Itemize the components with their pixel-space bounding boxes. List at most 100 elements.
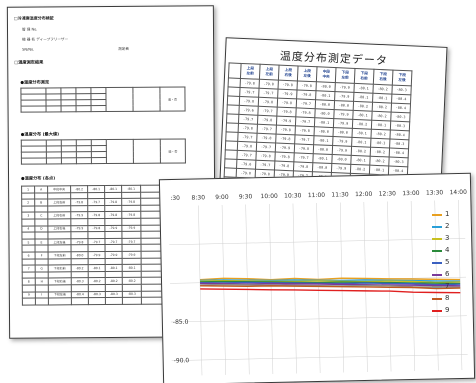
legend-item: 8: [432, 294, 476, 304]
table-cell: [71, 297, 89, 305]
table-column-header: 下段 左前: [335, 67, 355, 84]
table-cell: [35, 298, 49, 305]
legend-item: 7: [432, 282, 476, 292]
x-tick-label: 13:30: [426, 189, 444, 196]
legend-label: 7: [445, 282, 450, 290]
table-column-header: 中段 中央: [316, 66, 337, 83]
legend-label: 9: [445, 306, 450, 314]
legend-item: 4: [432, 246, 476, 256]
chart-gridline: [198, 205, 203, 376]
table-corner-cell: [228, 62, 242, 79]
chart-gridline: [292, 203, 297, 374]
table-column-header: 上段 右後: [278, 65, 299, 81]
series-line-1: [199, 277, 461, 281]
section-2-judge: 適・否: [160, 138, 186, 164]
table-cell: [22, 298, 36, 305]
x-tick-label: 9:30: [239, 193, 253, 200]
legend-item: 5: [432, 258, 476, 268]
chart-gridline: [269, 203, 274, 374]
series-line-2: [199, 279, 461, 282]
legend-swatch: [432, 238, 442, 240]
legend-label: 1: [445, 210, 450, 218]
legend-item: 1: [432, 210, 476, 220]
legend-item: 9: [432, 306, 476, 316]
doc-header-line: SN/No.: [22, 47, 35, 52]
distribution-table: 1 A 中段中央 -80.2 -80.1 -80.1 -80.1 2 B 上段左前 -79.8 -79…: [21, 185, 163, 306]
doc-header-line: □冷凍庫温度分布検証: [13, 15, 54, 21]
doc-section-heading: □温度測定結果: [14, 59, 44, 65]
series-line-4: [200, 280, 461, 285]
legend-swatch: [432, 262, 442, 264]
series-line-8: [200, 285, 461, 290]
x-tick-label: 12:00: [355, 191, 373, 198]
table-column-header: 下段 右前: [354, 68, 374, 85]
x-tick-label: 14:00: [450, 189, 468, 196]
section-2-table: 適・否: [21, 138, 186, 165]
legend-swatch: [432, 310, 442, 312]
chart-gridline: [458, 200, 463, 370]
doc-header-line: 管 理 No.: [21, 27, 38, 32]
chart-gridline: [339, 202, 345, 373]
table-cell: [48, 297, 72, 305]
legend-label: 5: [445, 258, 450, 266]
doc-section-2: ●温度分布 (最大値): [20, 131, 60, 137]
legend-label: 6: [445, 270, 450, 278]
temperature-line-chart: :30 8:30 9:00 9:30 10:00 10:30 11:00 11:30 12:00…: [169, 189, 468, 376]
section-1-judge: 適・否: [159, 86, 186, 112]
x-tick-label: 8:30: [191, 194, 205, 201]
y-tick-label: -85.0: [173, 319, 189, 326]
series-line-3: [200, 279, 461, 284]
x-tick-label: 11:30: [331, 191, 349, 198]
legend-label: 3: [445, 234, 450, 242]
legend-item: 6: [432, 270, 476, 280]
doc-measurer-label: 測定者: [118, 46, 129, 51]
legend-item: 3: [432, 234, 476, 244]
legend-swatch: [432, 214, 442, 216]
doc-section-3: ●温度分布 (各点): [21, 175, 56, 181]
chart-gridline: [171, 354, 468, 361]
chart-gridline: [387, 201, 392, 372]
table-row-header: [225, 131, 239, 142]
chart-gridline: [169, 238, 466, 245]
legend-label: 2: [445, 222, 450, 230]
legend-swatch: [432, 250, 442, 252]
table-column-header: 上段 左前: [240, 63, 261, 80]
legend-swatch: [432, 226, 442, 228]
doc-section-1: ●温度分布測定: [20, 79, 50, 85]
legend-label: 4: [445, 246, 450, 254]
table-cell: [88, 297, 106, 305]
chart-gridline: [170, 315, 467, 323]
chart-gridline: [410, 201, 415, 371]
y-tick-label: -90.0: [174, 357, 190, 364]
table-column-header: 上段 左後: [297, 65, 318, 82]
legend-swatch: [432, 286, 442, 288]
table-column-header: 下段 右後: [373, 69, 393, 86]
series-line-7: [200, 283, 461, 289]
x-tick-label: 12:30: [379, 190, 397, 197]
legend-swatch: [432, 298, 442, 300]
legend-label: 8: [445, 294, 450, 302]
section-1-table: 適・否: [20, 86, 186, 113]
table-row: [22, 297, 163, 305]
series-line-6: [200, 282, 461, 287]
table-column-header: 上段 左前: [259, 64, 280, 81]
chart-sheet: :30 8:30 9:00 9:30 10:00 10:30 11:00 11:30 12:00…: [158, 172, 476, 383]
legend-swatch: [432, 274, 442, 276]
x-tick-label: :30: [170, 195, 180, 202]
table-column-header: 下段 左後: [392, 70, 412, 86]
table-cell: [105, 297, 123, 305]
x-tick-label: 10:30: [284, 192, 302, 199]
x-tick-label: 11:00: [308, 192, 326, 199]
x-tick-label: 10:00: [260, 193, 278, 200]
table-cell: [122, 297, 142, 305]
doc-header-line: 機 器 名 ディープフリーザー: [22, 37, 69, 42]
series-line-9: [200, 288, 461, 294]
legend-item: 2: [432, 222, 476, 232]
chart-gridline: [221, 204, 226, 375]
x-tick-label: 13:00: [402, 190, 420, 197]
x-tick-label: 9:00: [215, 194, 229, 201]
chart-gridline: [316, 202, 321, 373]
table-cell: [141, 297, 163, 304]
series-line-5: [200, 281, 461, 286]
